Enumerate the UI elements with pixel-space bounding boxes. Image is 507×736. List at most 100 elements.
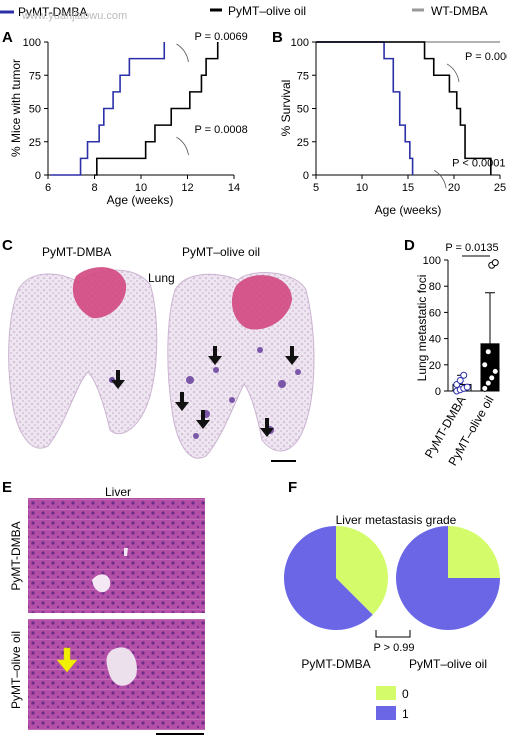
annotation-bracket [176,136,189,156]
y-tick-label: 60 [429,307,441,319]
panel-letter-a: A [2,29,13,46]
panel-b-ylabel: % Survival [279,80,293,137]
y-tick-label: 20 [429,360,441,372]
panel-a-ylabel: % Mice with tumor [9,59,23,157]
panel-d-ylabel: Lung metastatic foci [415,275,429,382]
x-tick-label: 14 [228,182,240,194]
arrow-down-icon [260,418,274,437]
arrow-down-icon [285,346,299,365]
p-value-annotation: P = 0.0135 [445,242,498,254]
liver-bottom-vessel [106,647,137,686]
arrow-down-icon [56,647,78,673]
legend-label-wt-dmba: WT-DMBA [431,4,488,18]
p-value-annotation: P < 0.0001 [452,157,505,169]
pie-legend-label-1: 1 [402,707,409,721]
x-tick-label: 12 [181,182,193,194]
arrow-down-icon [208,346,222,365]
arrow-down-icon [175,392,189,411]
x-tick-label: 15 [402,182,414,194]
y-tick-label: 75 [297,70,309,82]
y-tick-label: 80 [429,281,441,293]
arrow-down-icon [196,410,210,429]
x-tick-label: 20 [448,182,460,194]
pie-group-label-0: PyMT-DMBA [301,657,370,671]
pie-group-label-1: PyMT–olive oil [409,657,487,671]
annotation-bracket [176,43,189,63]
panel-letter-d: D [404,237,415,254]
data-point [481,361,489,369]
panel-c-lung-histology: C PyMT-DMBA PyMT–olive oil Lung [2,237,315,462]
pie-slice-0-0 [336,526,388,615]
liver-image-pymt-dmba [28,498,205,613]
panel-e-top-label: PyMT-DMBA [9,521,23,590]
data-point [484,348,492,356]
panel-letter-e: E [2,479,12,496]
y-tick-label: 0 [435,386,441,398]
y-tick-label: 50 [297,104,309,116]
y-tick-label: 40 [429,334,441,346]
panel-letter-f: F [288,479,297,496]
p-value-annotation: P > 0.99 [373,642,414,654]
liver-top-vessel [92,574,111,593]
data-point [488,374,496,382]
y-tick-label: 75 [29,70,41,82]
panel-d-lung-foci: D Lung metastatic foci 020406080100PyMT-… [404,237,500,468]
series-line-1 [94,42,219,176]
panel-f-pies: F Liver metastasis grade PyMT-DMBA PyMT–o… [284,479,500,721]
annotation-bracket [433,170,447,189]
pie-slice-0-1 [284,526,373,630]
panel-a-xlabel: Age (weeks) [107,193,174,207]
data-point [491,259,499,267]
y-tick-label: 100 [291,37,309,49]
legend-label-pymt-dmba: PyMT-DMBA [18,5,87,19]
series-line-2 [316,41,492,175]
y-tick-label: 0 [303,170,309,182]
panel-e-title: Liver [105,485,131,499]
lung-left-heart-tissue [72,267,127,319]
significance-bracket [375,630,411,638]
pie-legend-swatch-1 [376,706,396,720]
series-line-0 [50,42,166,176]
panel-c-center-label: Lung [148,271,175,285]
p-value-annotation: P = 0.0008 [194,124,247,136]
pie-legend-swatch-0 [376,686,396,700]
panel-letter-b: B [272,29,283,46]
y-tick-label: 25 [297,137,309,149]
x-tick-label: 10 [135,182,147,194]
y-tick-label: 0 [35,170,41,182]
x-tick-label: 8 [91,182,97,194]
panel-letter-c: C [2,237,13,254]
x-tick-label: 6 [45,182,51,194]
annotation-bracket [446,63,460,83]
y-tick-label: 100 [423,255,441,267]
arrow-down-icon [111,370,125,389]
x-tick-label: 25 [494,182,506,194]
panel-b-xlabel: Age (weeks) [375,203,442,217]
data-point [484,379,492,387]
panel-c-right-label: PyMT–olive oil [182,245,260,259]
data-point [463,383,471,391]
p-value-annotation: P = 0.0069 [194,31,247,43]
data-point [481,384,489,392]
panel-f-title: Liver metastasis grade [336,513,457,527]
data-point [456,377,464,385]
data-point [460,371,468,379]
pie-legend-label-0: 0 [402,687,409,701]
panel-c-left-label: PyMT-DMBA [42,245,111,259]
y-tick-label: 25 [29,137,41,149]
legend-label-pymt-olive-oil: PyMT–olive oil [228,4,306,18]
panel-e-liver-histology: E Liver PyMT-DMBA PyMT–olive oil [2,479,205,735]
y-tick-label: 50 [29,104,41,116]
panel-b-survival: B % Survival Age (weeks) 5 10 15 20 25 0 25 50 7… [272,29,507,217]
y-tick-label: 100 [23,37,41,49]
panel-a-survival-tumor: A % Mice with tumor Age (weeks) 6 8 10 12 14… [2,29,248,207]
watermark: www.yuanjiaowu.com [21,10,127,22]
lung-right-heart-tissue [231,275,292,330]
liver-top-vessel-small [124,548,128,556]
panel-e-bottom-label: PyMT–olive oil [9,631,23,709]
series-line-1 [316,41,414,175]
pie-slice-1-1 [396,526,500,630]
p-value-annotation: P = 0.0008 [465,51,507,63]
data-point [491,367,499,375]
